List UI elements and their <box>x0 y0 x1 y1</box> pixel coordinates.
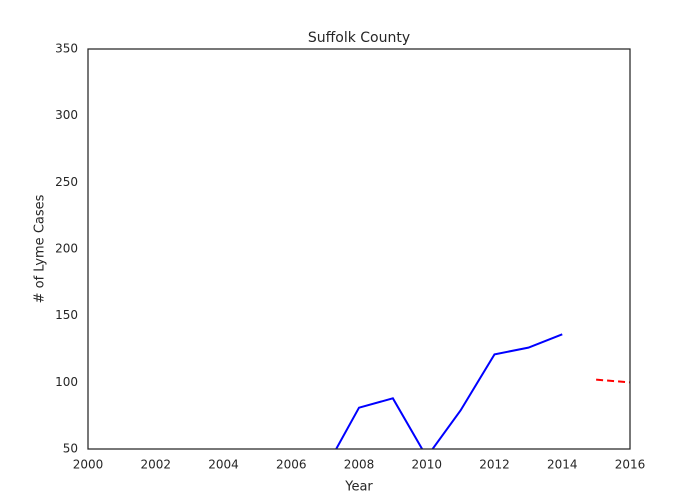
plot-frame <box>87 48 631 450</box>
series-line <box>335 333 563 449</box>
plot-area <box>335 333 630 449</box>
x-tick-label: 2012 <box>479 458 510 472</box>
chart-title: Suffolk County <box>308 30 410 46</box>
y-tick-label: 100 <box>55 375 78 389</box>
x-tick-label: 2016 <box>615 458 646 472</box>
x-tick-label: 2006 <box>276 458 307 472</box>
y-tick-label: 200 <box>55 242 78 256</box>
x-tick-label: 2008 <box>344 458 375 472</box>
series-line <box>596 378 630 384</box>
y-tick-label: 50 <box>63 442 78 456</box>
x-axis-label: Year <box>344 480 373 495</box>
x-tick-label: 2014 <box>547 458 578 472</box>
x-tick-label: 2004 <box>208 458 239 472</box>
y-tick-label: 350 <box>55 42 78 56</box>
y-axis-label: # of Lyme Cases <box>33 194 48 303</box>
y-tick-label: 300 <box>55 108 78 122</box>
x-tick-label: 2010 <box>411 458 442 472</box>
x-tick-label: 2002 <box>140 458 171 472</box>
y-tick-label: 150 <box>55 308 78 322</box>
y-tick-label: 250 <box>55 175 78 189</box>
x-tick-label: 2000 <box>73 458 104 472</box>
